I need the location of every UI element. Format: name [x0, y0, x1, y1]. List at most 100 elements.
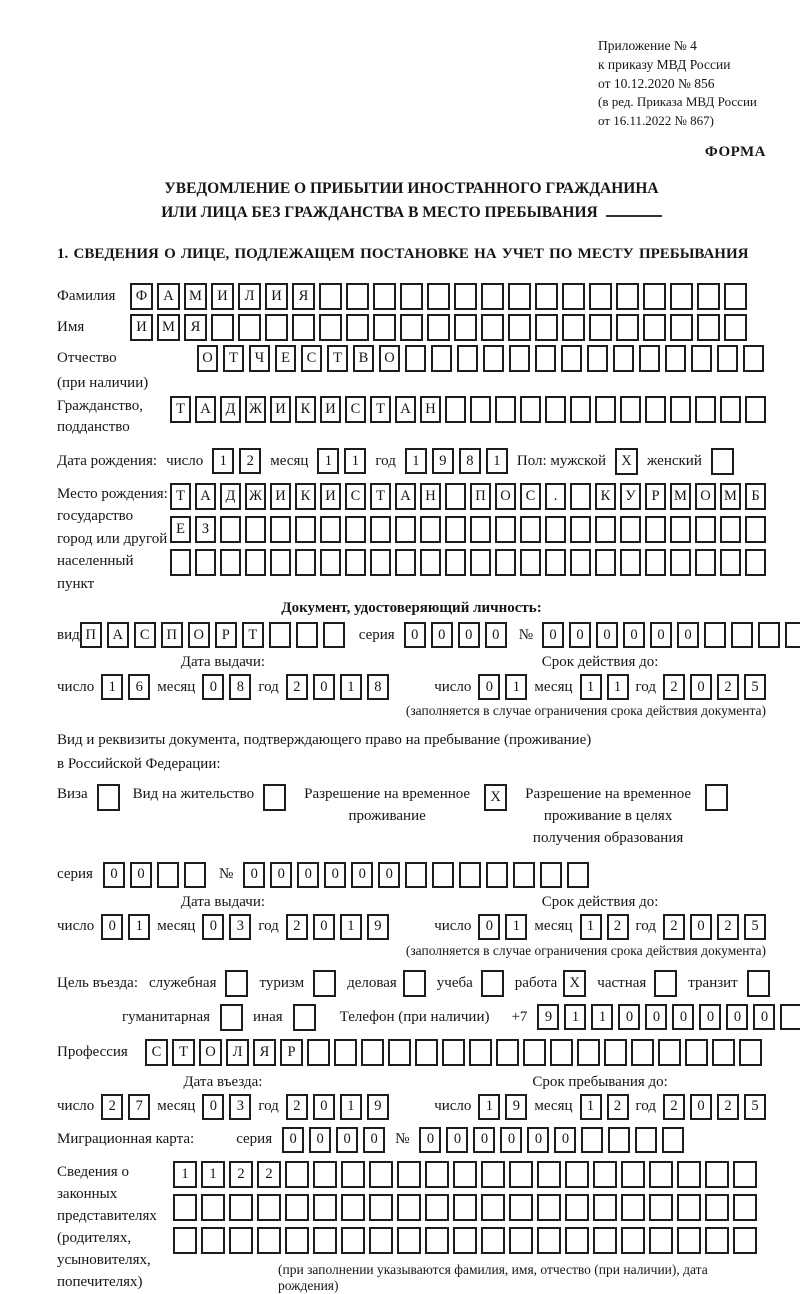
char-cell[interactable] — [397, 1160, 421, 1188]
char-cell[interactable]: 0 — [419, 1126, 442, 1153]
char-cell[interactable] — [743, 344, 764, 372]
char-cell[interactable]: Т — [241, 622, 264, 649]
char-cell[interactable] — [545, 395, 566, 423]
char-cell[interactable] — [537, 1193, 561, 1221]
char-cell[interactable]: И — [270, 482, 291, 510]
char-cell[interactable]: Т — [370, 482, 391, 510]
char-cell[interactable] — [616, 282, 639, 310]
char-cell[interactable] — [285, 1193, 309, 1221]
char-cell[interactable]: 1 — [485, 448, 508, 475]
char-cell[interactable] — [695, 548, 716, 576]
char-cell[interactable]: 0 — [554, 1126, 577, 1153]
temp-residence-checkbox[interactable]: X — [484, 784, 508, 812]
char-cell[interactable] — [540, 861, 563, 888]
char-cell[interactable]: П — [160, 622, 183, 649]
char-cell[interactable] — [346, 282, 369, 310]
char-cell[interactable] — [695, 515, 716, 543]
char-cell[interactable]: 0 — [677, 622, 699, 649]
char-cell[interactable] — [373, 313, 396, 341]
char-cell[interactable]: 1 — [101, 674, 124, 701]
char-cell[interactable] — [537, 1160, 561, 1188]
char-cell[interactable] — [520, 515, 541, 543]
char-cell[interactable] — [631, 1038, 654, 1066]
char-cell[interactable] — [245, 548, 266, 576]
char-cell[interactable]: 1 — [339, 1093, 362, 1120]
char-cell[interactable] — [621, 1193, 645, 1221]
char-cell[interactable]: 5 — [744, 1093, 766, 1120]
char-cell[interactable]: М — [157, 313, 180, 341]
char-cell[interactable] — [613, 344, 634, 372]
char-cell[interactable] — [420, 515, 441, 543]
char-cell[interactable]: 0 — [500, 1126, 523, 1153]
char-cell[interactable]: 1 — [579, 1093, 602, 1120]
char-cell[interactable] — [397, 1226, 421, 1254]
char-cell[interactable]: 2 — [606, 1093, 629, 1120]
char-cell[interactable] — [313, 1193, 337, 1221]
char-cell[interactable] — [395, 515, 416, 543]
char-cell[interactable] — [495, 548, 516, 576]
char-cell[interactable]: 1 — [173, 1160, 197, 1188]
char-cell[interactable]: К — [595, 482, 616, 510]
char-cell[interactable] — [665, 344, 686, 372]
char-cell[interactable]: 2 — [239, 448, 262, 475]
char-cell[interactable]: Р — [214, 622, 237, 649]
char-cell[interactable]: 2 — [717, 913, 739, 940]
purpose-private-checkbox[interactable] — [654, 969, 678, 997]
char-cell[interactable]: Я — [253, 1038, 276, 1066]
char-cell[interactable] — [341, 1160, 365, 1188]
char-cell[interactable] — [481, 282, 504, 310]
char-cell[interactable] — [173, 1193, 197, 1221]
char-cell[interactable]: И — [130, 313, 153, 341]
char-cell[interactable] — [431, 344, 452, 372]
char-cell[interactable] — [509, 1160, 533, 1188]
char-cell[interactable] — [561, 344, 582, 372]
char-cell[interactable]: О — [695, 482, 716, 510]
char-cell[interactable] — [705, 1193, 729, 1221]
char-cell[interactable]: 0 — [403, 622, 426, 649]
char-cell[interactable] — [712, 1038, 735, 1066]
char-cell[interactable] — [345, 548, 366, 576]
sex-male-checkbox[interactable]: X — [615, 447, 639, 475]
char-cell[interactable] — [320, 548, 341, 576]
char-cell[interactable]: 8 — [229, 674, 252, 701]
char-cell[interactable] — [677, 1160, 701, 1188]
char-cell[interactable]: 2 — [229, 1160, 253, 1188]
char-cell[interactable]: 0 — [726, 1004, 749, 1031]
char-cell[interactable]: 0 — [378, 861, 401, 888]
char-cell[interactable] — [691, 344, 712, 372]
char-cell[interactable]: А — [157, 282, 180, 310]
char-cell[interactable] — [369, 1226, 393, 1254]
char-cell[interactable] — [593, 1226, 617, 1254]
char-cell[interactable] — [313, 1226, 337, 1254]
char-cell[interactable] — [445, 482, 466, 510]
char-cell[interactable]: 0 — [596, 622, 618, 649]
char-cell[interactable] — [565, 1160, 589, 1188]
char-cell[interactable]: 0 — [430, 622, 453, 649]
char-cell[interactable]: А — [195, 482, 216, 510]
char-cell[interactable] — [295, 548, 316, 576]
purpose-other-checkbox[interactable] — [292, 1003, 316, 1031]
char-cell[interactable]: 9 — [505, 1093, 528, 1120]
char-cell[interactable] — [670, 282, 693, 310]
char-cell[interactable] — [587, 344, 608, 372]
char-cell[interactable] — [201, 1193, 225, 1221]
char-cell[interactable] — [780, 1004, 800, 1031]
char-cell[interactable] — [369, 1193, 393, 1221]
char-cell[interactable] — [320, 515, 341, 543]
char-cell[interactable]: 9 — [537, 1004, 560, 1031]
char-cell[interactable]: 2 — [285, 1093, 308, 1120]
char-cell[interactable] — [720, 395, 741, 423]
char-cell[interactable] — [270, 548, 291, 576]
char-cell[interactable]: 0 — [312, 674, 335, 701]
char-cell[interactable] — [604, 1038, 627, 1066]
char-cell[interactable] — [420, 548, 441, 576]
char-cell[interactable]: 0 — [363, 1126, 386, 1153]
char-cell[interactable] — [535, 282, 558, 310]
char-cell[interactable] — [621, 1226, 645, 1254]
char-cell[interactable] — [457, 344, 478, 372]
char-cell[interactable] — [513, 861, 536, 888]
char-cell[interactable] — [442, 1038, 465, 1066]
char-cell[interactable]: 0 — [101, 913, 124, 940]
char-cell[interactable]: З — [195, 515, 216, 543]
char-cell[interactable]: 0 — [645, 1004, 668, 1031]
